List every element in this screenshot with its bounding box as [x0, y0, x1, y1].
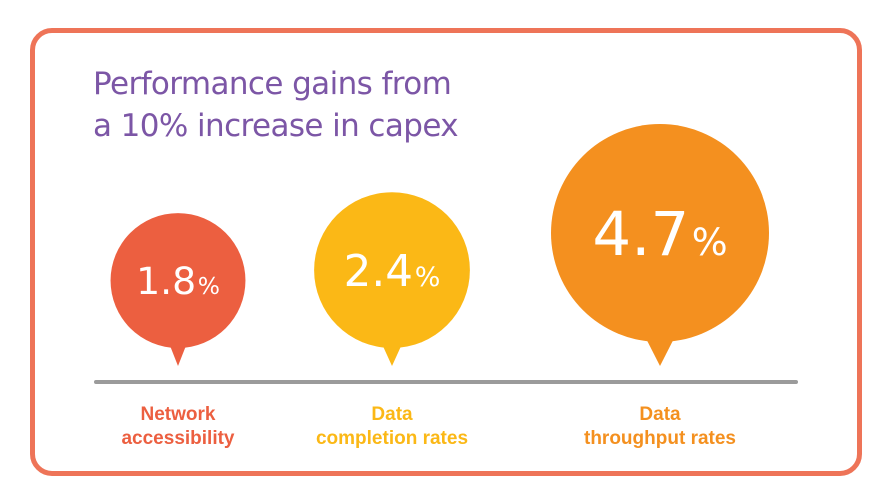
bubble-pointer	[168, 342, 188, 366]
bubble-value-label: 1.8%	[136, 259, 220, 303]
category-label-line: Network	[141, 404, 216, 425]
bubble-1: 1.8%	[110, 213, 246, 366]
bubble-value-unit: %	[692, 220, 728, 264]
bubble-value-label: 4.7%	[592, 199, 727, 270]
bubble-value-number: 2.4	[344, 247, 413, 297]
category-label-line: throughput rates	[584, 428, 736, 449]
chart-title: Performance gains from a 10% increase in…	[93, 63, 513, 147]
category-label: Data completion rates	[316, 404, 468, 449]
chart-title-line-1: Performance gains from	[93, 66, 452, 102]
bubble-pointer	[644, 336, 676, 366]
bubble-value-unit: %	[198, 272, 220, 300]
bubble-pointer	[381, 342, 403, 366]
category-label-line: Data	[639, 404, 681, 425]
category-label: Data throughput rates	[584, 404, 736, 449]
category-label-line: accessibility	[121, 428, 234, 449]
chart-frame	[30, 28, 862, 476]
category-label-line: completion rates	[316, 428, 468, 449]
bubble-value-unit: %	[415, 262, 441, 293]
bubble-2: 2.4%	[314, 192, 470, 366]
bubble-value-number: 4.7	[592, 199, 689, 270]
bubble-value-number: 1.8	[136, 259, 196, 303]
category-label: Network accessibility	[121, 404, 234, 449]
category-label-line: Data	[371, 404, 413, 425]
bubble-circle	[110, 213, 246, 348]
bubble-circle	[551, 124, 769, 343]
bubble-3: 4.7%	[551, 124, 769, 366]
bubble-circle	[314, 192, 470, 348]
bubble-value-label: 2.4%	[344, 247, 441, 297]
chart-title-line-2: a 10% increase in capex	[93, 108, 459, 144]
